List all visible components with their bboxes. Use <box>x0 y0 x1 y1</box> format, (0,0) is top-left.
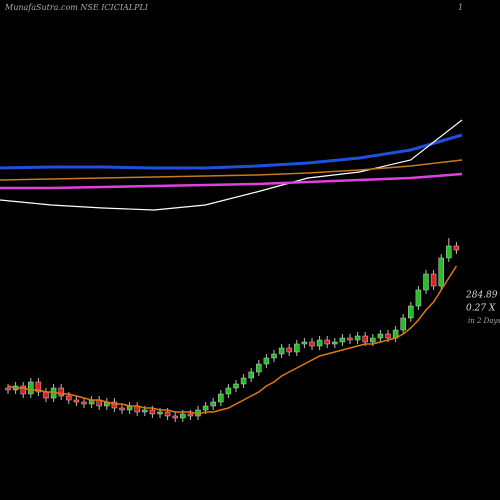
candle-body <box>271 353 277 359</box>
candle-body <box>354 335 361 341</box>
candle-body <box>286 347 292 353</box>
candle-body <box>423 273 429 291</box>
indicator-line <box>0 159 463 181</box>
candle-body <box>28 381 34 395</box>
candle-body <box>20 385 26 395</box>
candle-body <box>73 399 80 403</box>
candle-body <box>278 347 285 355</box>
candle-body <box>58 387 64 397</box>
indicator-line <box>0 119 463 211</box>
candle-body <box>187 413 194 417</box>
candle-body <box>324 339 330 345</box>
candle-body <box>248 371 254 379</box>
candle-body <box>202 405 209 411</box>
candle-body <box>301 341 308 345</box>
moving-average <box>7 265 458 415</box>
price-label: 284.89 <box>465 291 498 301</box>
candle-body <box>316 339 323 347</box>
candle-body <box>66 395 72 401</box>
candle-body <box>119 407 125 411</box>
candle-body <box>347 337 353 341</box>
candle-body <box>5 387 11 391</box>
chart-title: MunafaSutra.com NSE ICICIALPLI <box>4 3 149 12</box>
candle-body <box>385 333 391 339</box>
candle-body <box>43 391 49 399</box>
days-label: in 2 Days <box>468 317 500 325</box>
candle-body <box>35 381 42 393</box>
candle-body <box>438 257 444 287</box>
candle-body <box>81 401 87 405</box>
candle-body <box>180 413 186 419</box>
candle-body <box>256 363 262 373</box>
candle-body <box>309 341 315 347</box>
candle-body <box>377 333 384 339</box>
candle-body <box>164 411 171 417</box>
candle-body <box>149 409 156 415</box>
candle-body <box>446 245 452 259</box>
candle-body <box>430 273 437 287</box>
candle-body <box>142 409 148 413</box>
candle-body <box>370 337 376 343</box>
candle-body <box>332 341 338 345</box>
candle-body <box>233 383 239 389</box>
candle-body <box>157 411 163 415</box>
candle-body <box>240 377 247 385</box>
candle-body <box>408 305 414 319</box>
indicator-line <box>0 133 463 170</box>
candle-body <box>172 415 178 419</box>
volume-label: 0.27 X <box>466 304 496 314</box>
candle-body <box>225 387 232 395</box>
candle-body <box>263 357 270 365</box>
indicator-line <box>0 172 463 190</box>
candle-body <box>415 289 422 307</box>
candle-body <box>339 337 346 343</box>
candle-body <box>218 393 224 403</box>
candle-body <box>111 401 118 409</box>
candle-body <box>362 335 368 343</box>
page-number: 1 <box>458 3 463 12</box>
candle-body <box>294 343 300 353</box>
candle-body <box>210 401 216 407</box>
candle-body <box>453 245 460 251</box>
candle-body <box>400 317 406 331</box>
